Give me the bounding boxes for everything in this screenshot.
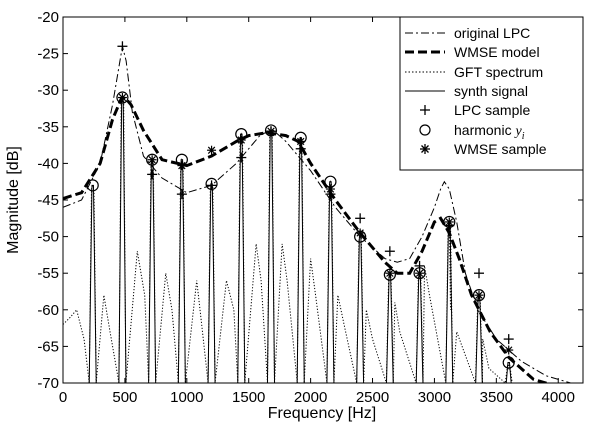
wmse-sample-d2 bbox=[415, 269, 424, 277]
x-tick-label: 3500 bbox=[480, 389, 513, 406]
series-synth-signal-peak bbox=[445, 221, 454, 383]
series-synth-signal-peak bbox=[207, 183, 216, 383]
wmse-sample-point bbox=[415, 268, 425, 278]
y-tick-label: -40 bbox=[37, 155, 59, 172]
harmonic-point bbox=[86, 179, 99, 192]
wmse-sample-point bbox=[355, 228, 365, 238]
series-wmse-model bbox=[63, 95, 552, 383]
series-synth-signal-peak bbox=[505, 362, 512, 383]
x-tick-label: 1500 bbox=[232, 389, 265, 406]
wmse-sample-d2 bbox=[445, 218, 454, 226]
legend-label-harmonic: harmonic yi bbox=[454, 122, 525, 142]
wmse-sample-point bbox=[147, 155, 157, 165]
wmse-sample-point bbox=[444, 217, 454, 227]
legend: original LPC WMSE model GFT spectrum syn… bbox=[399, 16, 584, 171]
wmse-sample-d2 bbox=[267, 127, 275, 135]
legend-marker-wmse-sample bbox=[420, 144, 430, 154]
y-tick-label: -70 bbox=[37, 375, 59, 392]
legend-label-wmse-sample: WMSE sample bbox=[454, 141, 547, 157]
wmse-sample-d2 bbox=[356, 229, 364, 237]
legend-label-lpc-sample: LPC sample bbox=[454, 102, 530, 118]
series-synth-signal-peak bbox=[118, 97, 127, 383]
wmse-sample-d2 bbox=[326, 185, 335, 193]
series-original-lpc bbox=[63, 46, 571, 383]
series-synth-signal-peak bbox=[266, 129, 276, 383]
lpc-sample-point bbox=[176, 189, 187, 200]
legend-label-harmonic-subscript: i bbox=[522, 131, 525, 142]
lpc-sample-point bbox=[503, 334, 514, 345]
series-synth-signal-peak bbox=[148, 159, 157, 383]
x-tick-label: 2000 bbox=[294, 389, 327, 406]
series-synth-signal-peak bbox=[237, 133, 246, 383]
series-synth-signal-peak bbox=[415, 272, 424, 383]
legend-marker-lpc-sample bbox=[420, 105, 430, 115]
wmse-sample-d2 bbox=[504, 346, 513, 354]
harmonic-point bbox=[502, 356, 515, 369]
x-tick-label: 3000 bbox=[418, 389, 451, 406]
harmonic-point bbox=[472, 289, 486, 302]
series-synth-signal-peak bbox=[385, 274, 394, 383]
wmse-sample-d2 bbox=[118, 93, 127, 102]
series-synth-signal-peak bbox=[475, 294, 483, 383]
wmse-sample-point bbox=[325, 184, 335, 194]
y-tick-label: -60 bbox=[37, 302, 59, 319]
x-tick-label: 2500 bbox=[356, 389, 389, 406]
x-tick-label: 500 bbox=[112, 389, 137, 406]
wmse-sample-point bbox=[236, 135, 246, 145]
lpc-sample-point bbox=[474, 268, 484, 279]
wmse-sample-d2 bbox=[296, 137, 305, 146]
series-synth-signal-peak bbox=[326, 181, 335, 383]
wmse-sample-point bbox=[207, 145, 217, 155]
plot-area bbox=[63, 41, 571, 383]
wmse-sample-point bbox=[117, 93, 127, 103]
y-tick-label: -45 bbox=[37, 192, 59, 209]
lpc-sample-point bbox=[206, 180, 217, 191]
wmse-sample-d2 bbox=[237, 136, 246, 144]
series-synth-signal-peak bbox=[296, 137, 305, 383]
x-axis-label: Frequency [Hz] bbox=[268, 405, 376, 422]
legend-label-harmonic-symbol: y bbox=[513, 124, 522, 139]
x-tick-label: 4000 bbox=[542, 389, 575, 406]
wmse-sample-d2 bbox=[148, 156, 156, 164]
x-tick-label: 0 bbox=[59, 389, 67, 406]
legend-label-synth-signal: synth signal bbox=[454, 83, 528, 99]
legend-marker-harmonic bbox=[419, 124, 431, 136]
wmse-sample-d2 bbox=[178, 161, 186, 170]
legend-label-wmse-model: WMSE model bbox=[454, 44, 540, 60]
series-synth-signal-peak bbox=[88, 184, 97, 383]
x-tick-label: 1000 bbox=[170, 389, 203, 406]
y-tick-label: -20 bbox=[37, 9, 59, 26]
y-tick-label: -35 bbox=[37, 119, 59, 136]
wmse-sample-point bbox=[385, 268, 395, 278]
wmse-sample-point bbox=[504, 345, 514, 355]
lpc-sample-point bbox=[236, 152, 247, 163]
y-axis-label: Magnitude [dB] bbox=[5, 146, 22, 254]
lpc-sample-point bbox=[384, 246, 395, 257]
y-tick-label: -25 bbox=[37, 46, 59, 63]
y-tick-label: -50 bbox=[37, 229, 59, 246]
wmse-sample-point bbox=[474, 290, 484, 300]
harmonic-point bbox=[146, 153, 159, 166]
y-tick-label: -30 bbox=[37, 82, 59, 99]
y-tick-label: -55 bbox=[37, 265, 59, 282]
wmse-sample-point bbox=[177, 161, 187, 171]
harmonic-point bbox=[116, 91, 129, 104]
wmse-sample-point bbox=[296, 136, 306, 146]
lpc-sample-point bbox=[117, 41, 128, 52]
wmse-sample-point bbox=[266, 126, 276, 136]
axes-ticks: 0 500 1000 1500 2000 2500 3000 3500 4000 -20 -25 -3… bbox=[37, 9, 583, 406]
wmse-sample-d2 bbox=[207, 146, 216, 154]
legend-box bbox=[399, 16, 584, 171]
legend-label-harmonic-prefix: harmonic bbox=[454, 122, 515, 138]
legend-label-gft-spectrum: GFT spectrum bbox=[454, 64, 543, 80]
series-synth-signal-peak bbox=[177, 159, 186, 383]
wmse-sample-d2 bbox=[386, 269, 394, 277]
wmse-sample-d2 bbox=[475, 291, 483, 299]
lpc-sample-point bbox=[147, 169, 158, 180]
legend-label-original-lpc: original LPC bbox=[454, 25, 530, 41]
series-synth-signal-peak bbox=[356, 236, 365, 383]
lpc-sample-point bbox=[355, 213, 366, 224]
y-tick-label: -65 bbox=[37, 338, 59, 355]
